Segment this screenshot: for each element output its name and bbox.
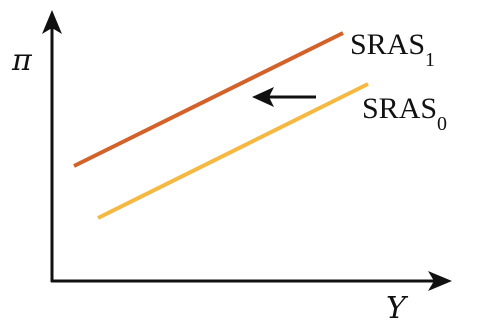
x-axis-label: Y [386,291,409,322]
y-axis-label: π [11,43,33,78]
x-axis-arrowhead-icon [428,271,452,291]
sras1-curve [73,31,344,168]
sras0-label: SRAS0 [362,92,447,135]
sras0-curve [97,82,369,220]
arrow-left-icon [252,87,316,107]
sras1-label: SRAS1 [350,28,435,71]
y-axis-arrowhead-icon [42,10,62,34]
